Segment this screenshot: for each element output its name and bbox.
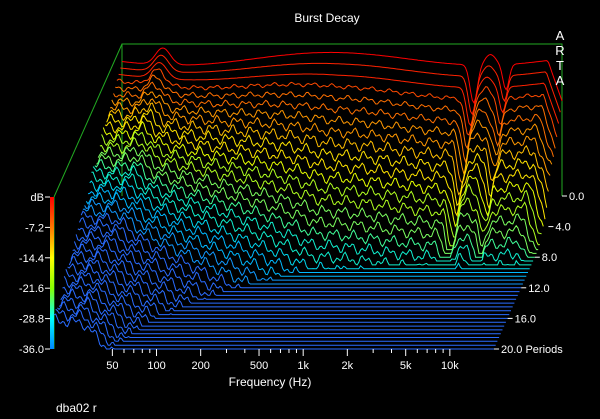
- decay-slice-line: [113, 81, 554, 164]
- x-tick-label: 1k: [297, 360, 309, 372]
- decay-slice-line: [58, 296, 500, 338]
- z-tick-label: 4.0: [555, 222, 570, 234]
- decay-slice-line: [73, 238, 515, 304]
- decay-slice-line: [67, 262, 508, 319]
- x-axis-ticks: 50 100 200 500 1k 2k 5k 10k: [106, 349, 459, 372]
- color-scale-bar: [50, 197, 54, 349]
- decay-slice-line: [57, 300, 498, 342]
- db-tick-label: -28.8: [19, 314, 44, 326]
- decay-slice-line: [92, 164, 534, 262]
- decay-slice-line: [70, 250, 511, 312]
- brand-letter: A: [556, 28, 565, 43]
- decay-slice-line: [97, 146, 539, 251]
- x-axis-label: Frequency (Hz): [229, 375, 312, 389]
- z-tick-label: 0.0: [569, 191, 584, 203]
- decay-slice-line: [102, 120, 544, 228]
- decay-slice-line: [75, 231, 517, 300]
- decay-slice-line: [60, 288, 501, 335]
- decay-slice-line: [68, 256, 510, 316]
- z-tick-label: 16.0: [515, 313, 536, 325]
- decay-slice-line: [91, 171, 532, 266]
- decay-slice-line: [111, 91, 553, 175]
- decay-slice-line: [107, 102, 549, 196]
- decay-slice-line: [89, 178, 530, 270]
- decay-slice-line: [116, 68, 558, 138]
- chart-title: Burst Decay: [294, 11, 359, 25]
- decay-slice-line: [85, 191, 527, 277]
- z-tick-label: 20.0 Periods: [501, 344, 563, 356]
- colorbar-gradient: [50, 197, 54, 349]
- decay-slice-line: [82, 204, 523, 285]
- decay-slice-line: [109, 98, 551, 184]
- decay-slice-line: [118, 61, 560, 127]
- decay-slice-line: [104, 114, 546, 220]
- brand-letter: A: [556, 73, 565, 88]
- z-tick-label: 8.0: [542, 252, 557, 264]
- decay-slice-line: [84, 198, 525, 281]
- decay-slice-line: [72, 243, 513, 308]
- x-tick-label: 2k: [342, 360, 354, 372]
- brand-letter: T: [556, 58, 564, 73]
- decay-slice-line: [94, 159, 535, 258]
- decay-slice-line: [121, 47, 563, 104]
- decay-slice-line: [115, 74, 556, 150]
- z-axis-ticks: 0.0 4.0 8.0 12.0 16.0 20.0 Periods: [494, 191, 584, 356]
- footer-label: dba02 r: [56, 401, 97, 415]
- decay-slice-line: [63, 275, 505, 327]
- decay-slice-line: [77, 225, 518, 297]
- db-tick-label: dB: [31, 192, 44, 204]
- x-tick-label: 500: [250, 360, 268, 372]
- brand-letter: R: [555, 43, 564, 58]
- decay-slice-line: [87, 186, 528, 273]
- db-tick-label: -21.6: [19, 283, 44, 295]
- decay-slice-line: [106, 108, 548, 208]
- left-wall-top-edge: [53, 43, 123, 198]
- decay-slice-line: [101, 131, 542, 238]
- back-wall-outline: [121, 43, 563, 196]
- decay-slice-line: [120, 54, 561, 116]
- decay-slice-line: [55, 308, 496, 346]
- x-tick-label: 10k: [441, 360, 459, 372]
- decay-slice-line: [79, 216, 520, 293]
- decay-slice-line: [96, 151, 537, 254]
- decay-slice-line: [53, 313, 494, 350]
- x-tick-label: 100: [147, 360, 165, 372]
- decay-slice-line: [62, 284, 503, 331]
- db-tick-label: -36.0: [19, 344, 44, 356]
- x-tick-label: 50: [106, 360, 118, 372]
- db-scale-ticks: dB -7.2 -14.4 -21.6 -28.8 -36.0: [19, 192, 50, 356]
- decay-slice-line: [65, 269, 506, 323]
- decay-slice-line: [99, 136, 540, 247]
- x-tick-label: 200: [191, 360, 209, 372]
- db-tick-label: -14.4: [19, 253, 44, 265]
- decay-slices: [53, 47, 563, 350]
- x-tick-label: 5k: [400, 360, 412, 372]
- decay-slice-line: [80, 210, 522, 289]
- db-tick-label: -7.2: [25, 222, 44, 234]
- z-tick-label: 12.0: [528, 283, 549, 295]
